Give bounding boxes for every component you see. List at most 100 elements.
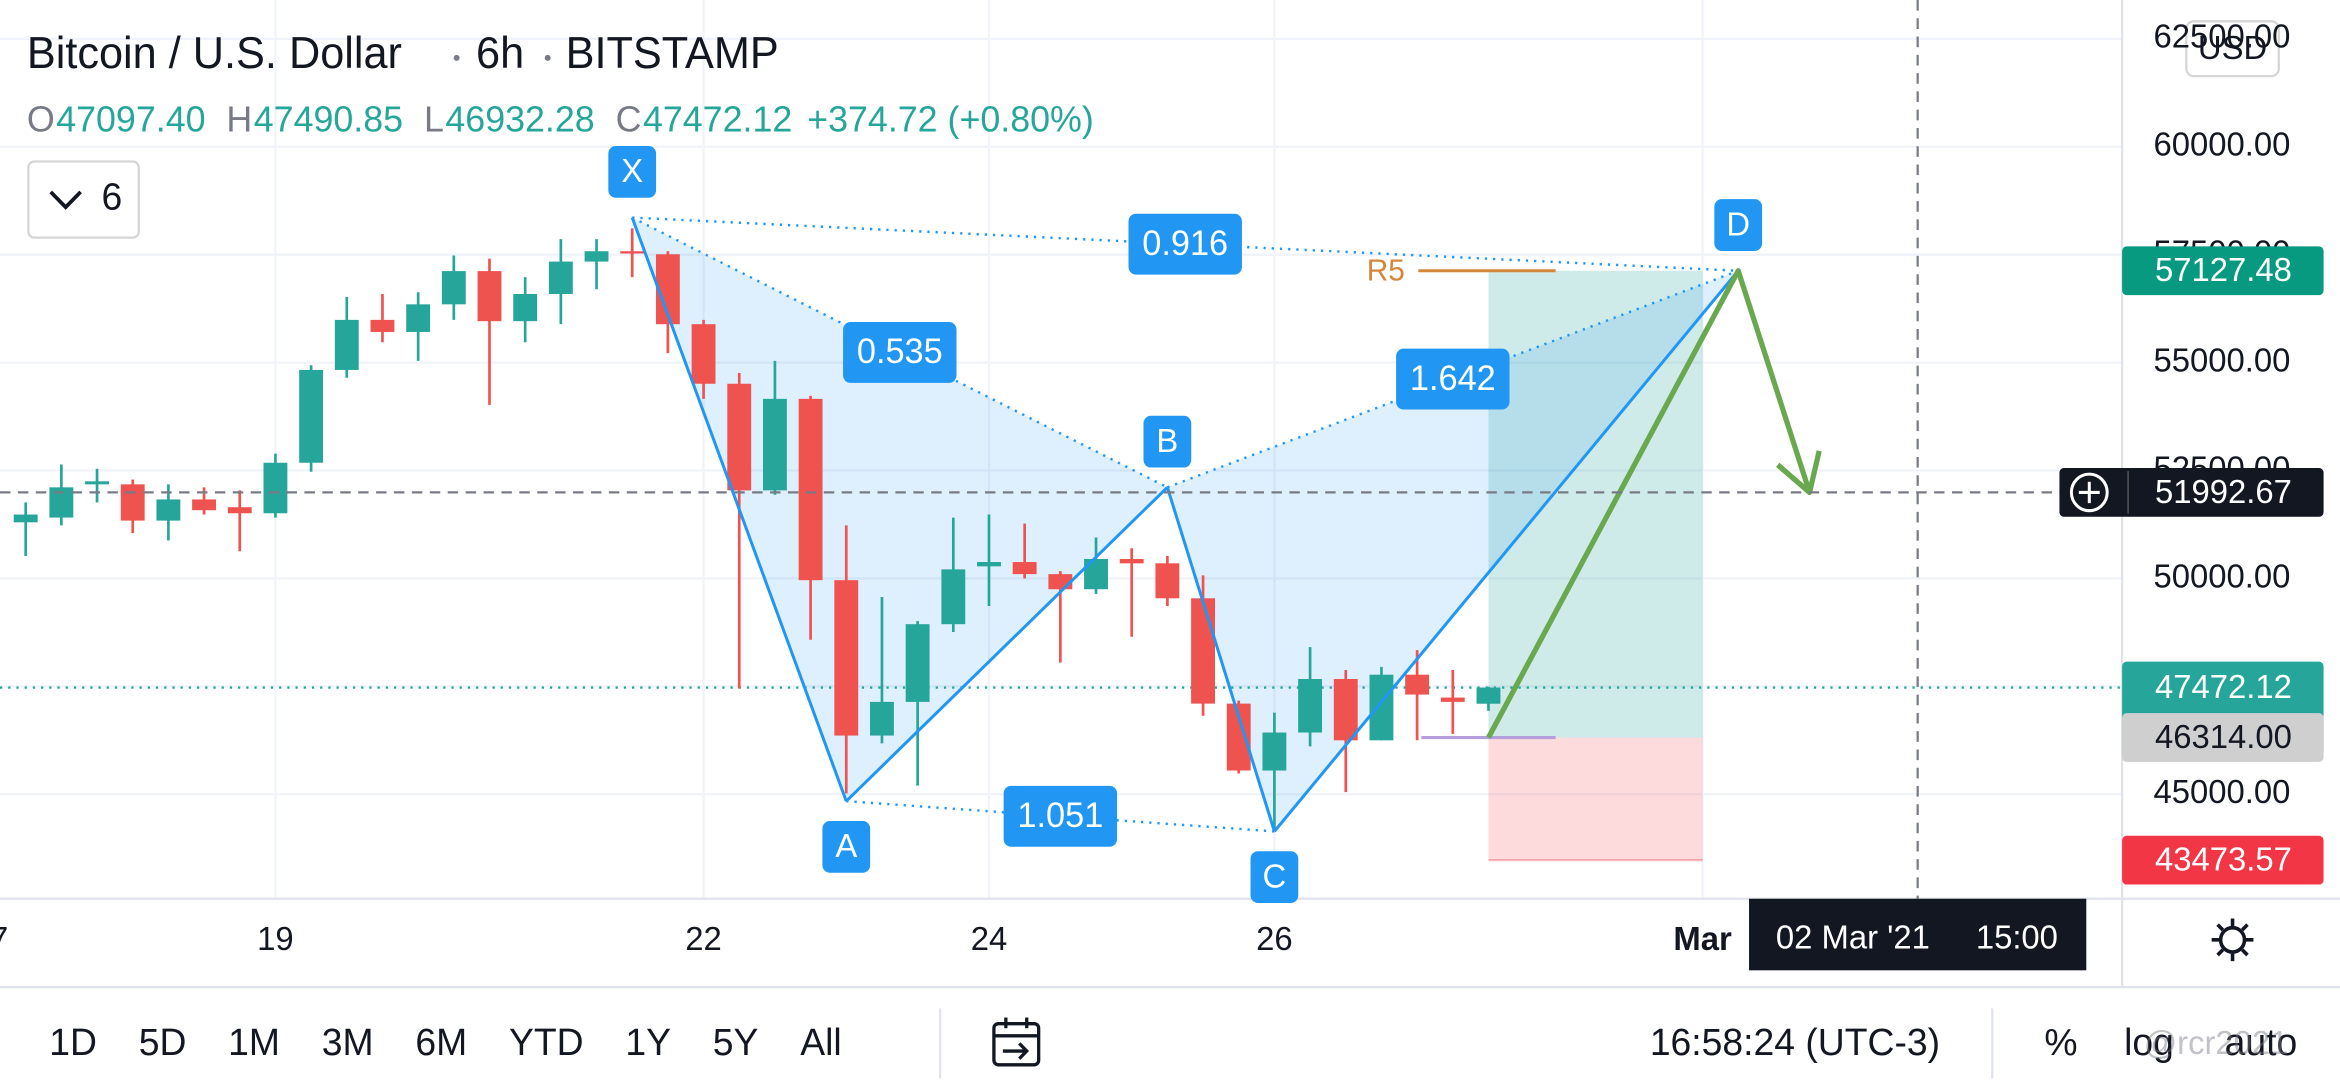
candle-body (1476, 687, 1501, 704)
candle-body (1084, 559, 1108, 590)
scale-option[interactable]: log (2124, 1021, 2174, 1063)
candle-body (1226, 703, 1251, 771)
candle-body (620, 251, 645, 254)
ratio-label: 1.642 (1410, 360, 1496, 398)
candle-body (192, 499, 217, 511)
candle-body (1333, 679, 1358, 741)
ratio-badge (1003, 785, 1118, 847)
ratio-line (631, 216, 1168, 489)
candle-body (227, 507, 252, 514)
ohlc-label: C (616, 98, 642, 139)
ohlc-label: O (27, 98, 55, 139)
toolbar-items: 1D 5D 1M 3M 6M YTD 1Y 5Y All 16:58:24 (UTC-3)% log… (49, 1021, 2297, 1063)
candle-body (584, 251, 609, 262)
price-badge (2059, 468, 2324, 517)
exchange: BITSTAMP (566, 29, 779, 78)
ratio-badge (1128, 213, 1242, 275)
calendar-icon[interactable] (992, 1017, 1041, 1067)
separator (453, 54, 460, 61)
x-tick-label: 17 (0, 921, 8, 958)
candle-body (1298, 679, 1323, 733)
range-button[interactable]: 1M (228, 1021, 280, 1063)
candle-body (370, 319, 395, 332)
pattern-leg (1273, 269, 1740, 833)
point-label: A (835, 828, 858, 865)
pattern-leg (630, 217, 848, 802)
header: Bitcoin / U.S. Dollar 6h BITSTAMP O 47097… (27, 29, 1094, 239)
candle-body (727, 383, 752, 491)
candle-body (513, 293, 538, 322)
range-button[interactable]: All (800, 1021, 841, 1063)
pattern-leg (845, 486, 1169, 803)
indicator-toggle[interactable] (27, 160, 140, 239)
x-tick-label: Mar (1673, 921, 1731, 958)
y-tick-label: 50000.00 (2153, 558, 2290, 595)
candle-body (1440, 697, 1465, 702)
ohlc-value: 47490.85 (254, 98, 403, 139)
candle-body (1262, 732, 1287, 771)
x-tick-label: 24 (971, 921, 1008, 958)
point-label: C (1263, 858, 1287, 895)
symbol-title: Bitcoin / U.S. Dollar (27, 29, 402, 78)
candle-body (1048, 574, 1073, 590)
chevron-icon (49, 190, 82, 210)
range-button[interactable]: 1Y (625, 1021, 671, 1063)
ohlc-label: L (424, 98, 444, 139)
ohlc-label: H (226, 98, 252, 139)
candle-body (120, 484, 145, 521)
candle-body (1405, 674, 1430, 695)
candle-body (941, 569, 966, 625)
range-button[interactable]: 6M (415, 1021, 467, 1063)
candle-body (655, 254, 680, 325)
candle-body (85, 481, 109, 485)
price-badge-label: 46314.00 (2155, 719, 2292, 756)
candle-body (834, 580, 859, 736)
add-alert-button[interactable] (2069, 472, 2109, 513)
profit-zone (1488, 270, 1703, 738)
range-button[interactable]: 5Y (713, 1021, 759, 1063)
projection-path (1486, 268, 1813, 739)
range-button[interactable]: 3M (322, 1021, 374, 1063)
indicator-count: 6 (101, 175, 122, 217)
candle-body (441, 271, 466, 305)
interval[interactable]: 6h (476, 29, 524, 78)
candle-body (977, 562, 1001, 567)
x-tick-label: 22 (685, 921, 722, 958)
ohlc-value: 46932.28 (445, 98, 594, 139)
point-badge (608, 145, 657, 198)
x-tick-label: 19 (257, 921, 294, 958)
point-badge (822, 820, 871, 873)
candle-body (1119, 559, 1144, 564)
candle-body (13, 514, 38, 523)
ratio-label: 0.535 (857, 333, 943, 371)
point-badge (1714, 199, 1763, 251)
range-button[interactable]: 1D (49, 1021, 97, 1063)
price-badge (2122, 246, 2324, 296)
watermark: @rcr2021 (2144, 1025, 2289, 1062)
loss-zone (1488, 737, 1703, 861)
price-badge-label: 47472.12 (2155, 669, 2292, 706)
crosshair-date: 02 Mar '21 (1776, 919, 1930, 956)
currency-button[interactable] (2185, 20, 2280, 78)
price-badge-label: 57127.48 (2155, 252, 2292, 289)
clock: 16:58:24 (UTC-3) (1650, 1021, 1940, 1063)
scale-option[interactable]: % (2044, 1021, 2077, 1063)
scale-option[interactable]: auto (2225, 1021, 2298, 1063)
x-tick-label: 26 (1256, 921, 1293, 958)
crosshair-time: 15:00 (1976, 919, 2058, 956)
change: +374.72 (+0.80%) (807, 98, 1094, 139)
candle-body (406, 304, 431, 332)
candle-body (299, 369, 324, 463)
candle-body (798, 398, 823, 581)
range-button[interactable]: YTD (509, 1021, 584, 1063)
settings-icon[interactable] (2211, 918, 2254, 962)
candle-body (263, 462, 288, 514)
pattern-leg (1165, 486, 1276, 832)
ohlc-value: 47097.40 (56, 98, 205, 139)
crosshair-time-badge (1749, 898, 2087, 971)
candle-body (1191, 598, 1215, 704)
candle-body (691, 324, 716, 384)
range-button[interactable]: 5D (139, 1021, 187, 1063)
candle-body (49, 487, 74, 518)
